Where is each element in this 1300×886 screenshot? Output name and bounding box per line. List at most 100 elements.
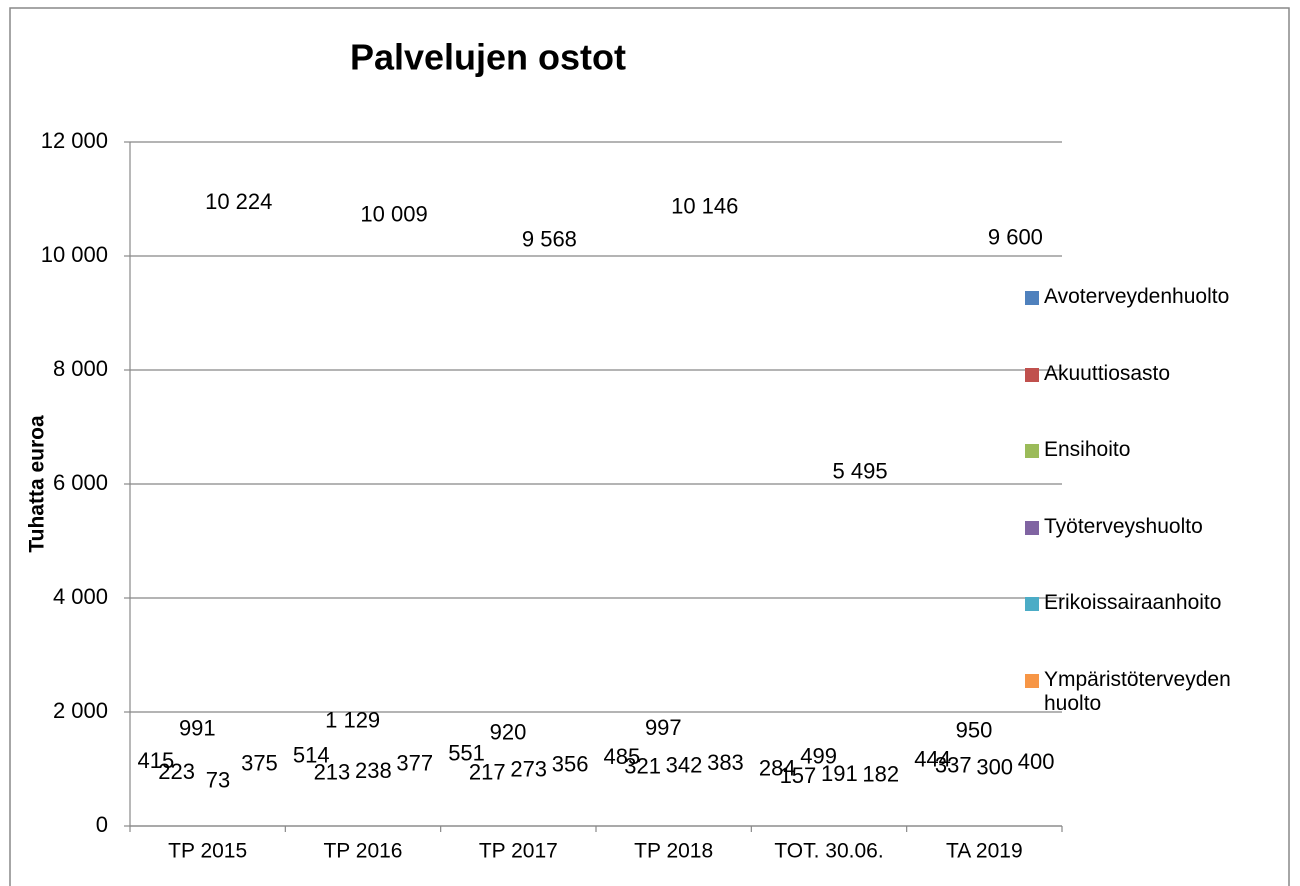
data-label: 321 xyxy=(624,754,661,779)
legend-swatch xyxy=(1025,444,1039,458)
x-tick-label: TP 2017 xyxy=(479,840,558,863)
data-label: 950 xyxy=(956,718,993,743)
legend-label: Työterveyshuolto xyxy=(1044,514,1203,538)
bar xyxy=(249,805,270,826)
data-label: 10 224 xyxy=(205,189,272,214)
y-tick-label: 2 000 xyxy=(53,698,108,723)
data-label: 415 xyxy=(138,748,175,773)
bar xyxy=(984,809,1005,826)
bar xyxy=(870,816,891,826)
bar xyxy=(943,807,964,826)
bar xyxy=(632,808,653,826)
legend-item: Erikoissairaanhoito xyxy=(1025,591,1287,668)
data-label: 400 xyxy=(1018,749,1055,774)
data-label: 444 xyxy=(914,747,951,772)
data-label: 514 xyxy=(293,743,330,768)
legend-swatch xyxy=(1025,367,1039,382)
y-tick-label: 10 000 xyxy=(41,242,108,267)
bar xyxy=(612,798,633,826)
legend-item: Akuuttiosasto xyxy=(1025,362,1287,439)
data-label: 356 xyxy=(552,752,589,777)
data-label: 383 xyxy=(707,750,744,775)
bar xyxy=(187,770,208,826)
bar xyxy=(404,805,425,826)
data-label: 300 xyxy=(976,755,1013,780)
data-label: 920 xyxy=(490,719,527,744)
legend-swatch xyxy=(1025,520,1039,535)
bar xyxy=(322,814,343,826)
legend-item: Avoterveydenhuolto xyxy=(1025,285,1287,362)
bar xyxy=(767,810,788,826)
data-label: 9 600 xyxy=(988,225,1043,250)
data-label: 485 xyxy=(604,744,641,769)
data-label: 191 xyxy=(821,761,858,786)
bar xyxy=(653,769,674,826)
legend-label: Ympäristöterveyden huolto xyxy=(1044,667,1231,715)
legend-swatch xyxy=(1025,291,1039,305)
bar xyxy=(146,802,167,826)
data-label: 238 xyxy=(355,758,392,783)
y-tick-label: 8 000 xyxy=(53,356,108,381)
bar xyxy=(788,817,809,826)
bar xyxy=(363,812,384,826)
x-tick-label: TP 2015 xyxy=(168,840,247,863)
bar xyxy=(228,243,249,826)
legend-label: Ensihoito xyxy=(1044,438,1131,461)
y-tick-label: 12 000 xyxy=(41,128,108,153)
data-label: 73 xyxy=(206,768,230,793)
x-tick-label: TOT. 30.06. xyxy=(774,840,883,863)
frame xyxy=(9,7,1290,886)
data-label: 10 146 xyxy=(671,193,738,218)
bar xyxy=(539,281,560,826)
data-label: 9 568 xyxy=(522,226,577,251)
data-label: 377 xyxy=(396,750,433,775)
legend-label: Avoterveydenhuolto xyxy=(1044,285,1230,308)
chart-title: Palvelujen ostot xyxy=(350,37,626,78)
data-label: 1 129 xyxy=(325,707,380,732)
y-axis-label: Tuhatta euroa xyxy=(26,415,49,553)
bar xyxy=(829,815,850,826)
bar xyxy=(1026,803,1047,826)
data-label: 182 xyxy=(862,761,899,786)
bar xyxy=(498,774,519,826)
data-label: 217 xyxy=(469,759,506,784)
legend-item: Työterveyshuolto xyxy=(1025,515,1287,592)
data-label: 551 xyxy=(448,740,485,765)
legend-item: Ensihoito xyxy=(1025,438,1287,515)
legend-label: Akuuttiosasto xyxy=(1044,361,1171,385)
bar xyxy=(301,797,322,826)
data-label: 213 xyxy=(314,760,351,785)
y-tick-label: 4 000 xyxy=(53,584,108,609)
data-label: 337 xyxy=(935,753,972,778)
data-label: 997 xyxy=(645,715,682,740)
data-label: 375 xyxy=(241,750,278,775)
bar xyxy=(518,810,539,826)
data-label: 223 xyxy=(158,759,195,784)
bar xyxy=(477,814,498,826)
bar xyxy=(674,807,695,826)
bar xyxy=(1005,279,1026,826)
data-label: 342 xyxy=(666,752,703,777)
bar xyxy=(715,804,736,826)
bar xyxy=(166,813,187,826)
legend-swatch xyxy=(1025,673,1039,688)
data-label: 5 495 xyxy=(833,459,888,484)
bar xyxy=(964,772,985,826)
data-label: 284 xyxy=(759,756,796,781)
bar xyxy=(922,801,943,826)
bar xyxy=(208,822,229,826)
legend-item: Ympäristöterveyden huolto xyxy=(1025,668,1287,745)
data-label: 991 xyxy=(179,715,216,740)
x-tick-label: TP 2018 xyxy=(634,840,713,863)
x-tick-label: TP 2016 xyxy=(323,840,402,863)
bar xyxy=(560,806,581,826)
bar xyxy=(384,255,405,826)
legend-label: Erikoissairaanhoito xyxy=(1044,591,1222,614)
y-tick-label: 0 xyxy=(96,812,108,837)
data-label: 499 xyxy=(800,743,837,768)
legend-swatch xyxy=(1025,597,1039,611)
data-label: 10 009 xyxy=(360,201,427,226)
bar xyxy=(694,248,715,826)
